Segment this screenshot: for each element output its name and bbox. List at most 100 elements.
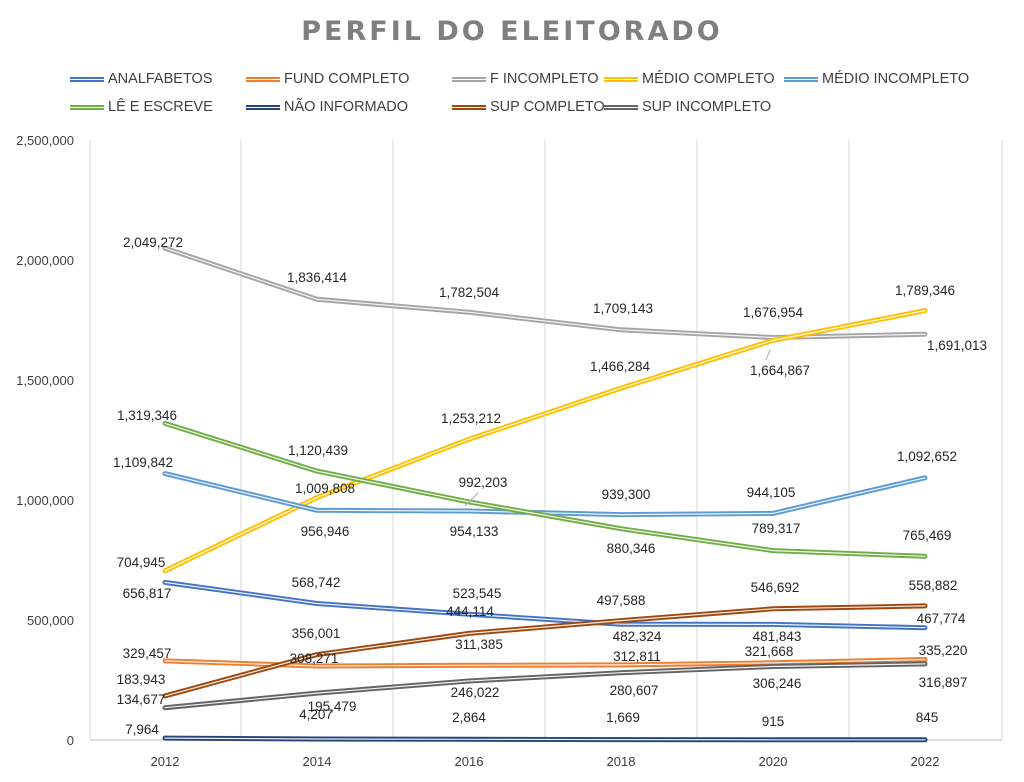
series-line-inner <box>164 737 926 741</box>
data-label: 308,271 <box>290 651 339 666</box>
legend-swatch <box>784 76 818 82</box>
data-label: 1,709,143 <box>593 301 653 316</box>
data-label: 312,811 <box>613 649 661 664</box>
data-label: 765,469 <box>903 528 952 543</box>
y-tick-label: 2,000,000 <box>16 253 74 268</box>
data-label: 523,545 <box>453 586 502 601</box>
data-label: 939,300 <box>602 487 651 502</box>
data-label: 880,346 <box>607 541 656 556</box>
data-label: 1,319,346 <box>117 408 177 423</box>
data-label: 1,836,414 <box>287 270 348 285</box>
data-label: 1,782,504 <box>439 285 500 300</box>
data-label: 311,385 <box>455 637 503 652</box>
data-label: 183,943 <box>117 672 166 687</box>
data-label: 195,479 <box>308 699 357 714</box>
data-label: 1,092,652 <box>897 449 957 464</box>
series-line-inner <box>164 581 926 629</box>
series-line-inner <box>164 663 926 709</box>
data-label: 656,817 <box>123 586 172 601</box>
data-label: 1,664,867 <box>750 363 810 378</box>
y-tick-label: 1,000,000 <box>16 493 74 508</box>
series-line-inner <box>164 422 926 557</box>
data-label: 1,109,842 <box>113 455 173 470</box>
data-label: 134,677 <box>117 692 166 707</box>
y-tick-label: 500,000 <box>27 613 74 628</box>
data-label: 956,946 <box>301 524 350 539</box>
legend-swatch <box>246 76 280 82</box>
legend-label: LÊ E ESCREVE <box>108 99 213 115</box>
legend-item: LÊ E ESCREVE <box>70 96 213 118</box>
data-label: 845 <box>916 710 939 725</box>
series-line-inner <box>164 658 926 667</box>
x-tick-label: 2018 <box>607 754 636 769</box>
data-label: 1,120,439 <box>288 443 348 458</box>
x-tick-label: 2014 <box>303 754 332 769</box>
y-tick-label: 0 <box>67 733 74 748</box>
series-analfabetos <box>162 579 928 631</box>
data-label: 1,676,954 <box>743 305 804 320</box>
data-label: 558,882 <box>909 578 958 593</box>
data-label: 992,203 <box>459 475 508 490</box>
data-label: 2,864 <box>452 710 486 725</box>
data-label: 482,324 <box>613 629 662 644</box>
legend-item: F INCOMPLETO <box>452 68 599 90</box>
legend-swatch <box>452 76 486 82</box>
series-sup-incompleto <box>162 661 928 711</box>
legend-item: MÉDIO INCOMPLETO <box>784 68 969 90</box>
data-label: 329,457 <box>123 646 172 661</box>
legend-label: MÉDIO INCOMPLETO <box>822 71 970 87</box>
data-label: 481,843 <box>753 629 802 644</box>
legend-label: SUP INCOMPLETO <box>642 99 772 115</box>
data-label: 321,668 <box>745 644 794 659</box>
data-label: 789,317 <box>752 521 801 536</box>
series-fund-completo <box>162 657 928 669</box>
data-label: 1,009,808 <box>295 481 355 496</box>
data-label: 1,466,284 <box>590 359 651 374</box>
series-sup-completo <box>162 603 928 699</box>
series-line-inner <box>164 310 926 572</box>
legend-swatch <box>246 104 280 110</box>
data-label: 704,945 <box>117 555 166 570</box>
chart-title: PERFIL DO ELEITORADO <box>301 16 723 47</box>
data-label: 467,774 <box>917 611 966 626</box>
legend-item: FUND COMPLETO <box>246 68 409 90</box>
legend-swatch <box>604 104 638 110</box>
label-leader-line <box>765 349 771 361</box>
data-label: 7,964 <box>125 722 159 737</box>
legend-swatch <box>452 104 486 110</box>
series-l-e-escreve <box>162 420 928 559</box>
data-label: 1,789,346 <box>895 283 955 298</box>
x-tick-label: 2020 <box>759 754 788 769</box>
legend-item: MÉDIO COMPLETO <box>604 68 775 90</box>
x-tick-label: 2016 <box>455 754 484 769</box>
y-tick-label: 1,500,000 <box>16 373 74 388</box>
legend-item: SUP COMPLETO <box>452 96 605 118</box>
legend-label: FUND COMPLETO <box>284 71 410 87</box>
data-label: 356,001 <box>292 626 341 641</box>
data-label: 915 <box>762 714 785 729</box>
data-label: 280,607 <box>610 683 659 698</box>
data-label: 568,742 <box>292 575 341 590</box>
series-n-o-informado <box>162 735 928 743</box>
data-label: 306,246 <box>753 676 802 691</box>
legend-label: NÃO INFORMADO <box>284 99 409 115</box>
legend-label: SUP COMPLETO <box>490 99 605 115</box>
data-label: 2,049,272 <box>123 235 183 250</box>
data-label: 316,897 <box>919 675 968 690</box>
data-label: 4,207 <box>299 707 333 722</box>
x-tick-label: 2012 <box>151 754 180 769</box>
data-label: 1,669 <box>606 710 640 725</box>
data-label: 1,253,212 <box>441 411 501 426</box>
data-label: 944,105 <box>747 485 796 500</box>
series-line-inner <box>164 605 926 697</box>
data-label: 246,022 <box>451 685 500 700</box>
legend-swatch <box>70 104 104 110</box>
legend-label: F INCOMPLETO <box>490 71 599 87</box>
legend-label: MÉDIO COMPLETO <box>642 71 775 87</box>
legend-item: SUP INCOMPLETO <box>604 96 771 118</box>
x-tick-label: 2022 <box>911 754 940 769</box>
data-label: 335,220 <box>919 643 968 658</box>
legend-label: ANALFABETOS <box>108 71 213 87</box>
label-leader-line <box>464 492 479 507</box>
